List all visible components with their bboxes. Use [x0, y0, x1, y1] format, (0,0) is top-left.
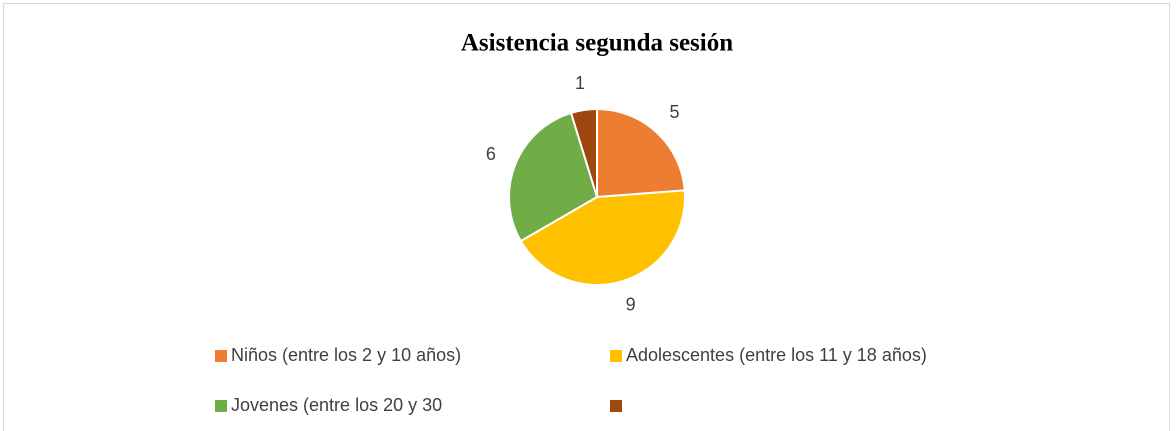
- pie-slice: [519, 189, 686, 286]
- legend-label: Adolescentes (entre los 11 y 18 años): [626, 345, 927, 365]
- pie-slice: [508, 111, 599, 243]
- chart-title: Asistencia segunda sesión: [461, 30, 733, 57]
- data-label: 9: [626, 295, 636, 315]
- data-label: 6: [486, 144, 496, 164]
- legend-item: Adolescentes (entre los 11 y 18 años): [610, 345, 980, 365]
- data-label: 1: [575, 73, 585, 93]
- legend-item: [610, 397, 980, 412]
- chart-border: [3, 3, 1170, 431]
- legend-label: Jovenes (entre los 20 y 30: [231, 395, 443, 415]
- legend-item: Jovenes (entre los 20 y 30: [215, 395, 585, 415]
- legend-swatch: [610, 350, 622, 362]
- legend-swatch: [610, 400, 622, 412]
- pie-slice: [569, 107, 598, 198]
- pie-slice: [596, 107, 686, 199]
- legend-label: Niños (entre los 2 y 10 años): [231, 345, 462, 365]
- legend-item: Niños (entre los 2 y 10 años): [215, 345, 585, 365]
- legend-swatch: [215, 400, 227, 412]
- data-label: 5: [670, 102, 680, 122]
- legend-swatch: [215, 350, 227, 362]
